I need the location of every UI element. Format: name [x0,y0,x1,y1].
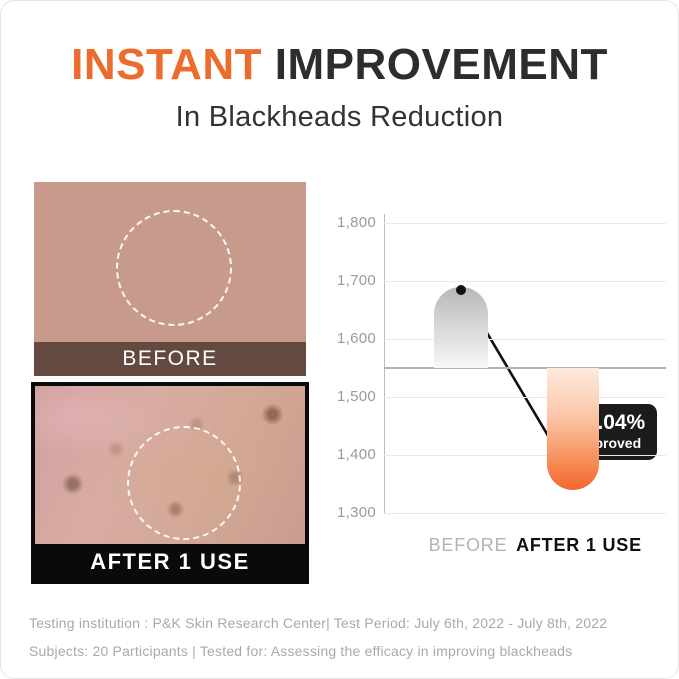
y-tick-label: 1,800 [336,214,376,231]
page-subtitle: In Blackheads Reduction [175,101,504,133]
baseline [384,367,666,369]
y-tick-label: 1,300 [336,504,376,521]
data-point-dot [456,284,466,295]
gridline [384,513,666,514]
y-axis-line [384,214,385,514]
page-title-rest: IMPROVEMENT [262,40,608,89]
bar-before [434,286,488,368]
focus-circle-before [116,210,232,326]
gridline [384,397,666,398]
gridline [384,339,666,340]
before-label: BEFORE [122,347,218,370]
after-label-band: AFTER 1 USE [35,544,305,580]
gridline [384,281,666,282]
y-tick-label: 1,500 [336,388,376,405]
chart: 18.04% Improved BEFORE AFTER 1 USE 1,800… [331,206,678,571]
page-title: INSTANT IMPROVEMENT [1,43,678,87]
before-photo: BEFORE [34,182,306,376]
after-label: AFTER 1 USE [90,549,250,574]
bar-after [547,368,599,490]
x-label-after: AFTER 1 USE [516,535,642,555]
footer-line-1: Testing institution : P&K Skin Research … [29,615,608,631]
after-photo [35,386,305,544]
after-photo-frame: AFTER 1 USE [31,382,309,584]
gridline [384,455,666,456]
footer-line-2: Subjects: 20 Participants | Tested for: … [29,643,573,659]
x-label-before: BEFORE [428,535,508,555]
gridline [384,223,666,224]
y-tick-label: 1,600 [336,330,376,347]
focus-circle-after [127,426,241,540]
y-tick-label: 1,400 [336,446,376,463]
page-title-highlight: INSTANT [71,40,263,89]
footer-disclaimer: Testing institution : P&K Skin Research … [29,609,649,665]
y-tick-label: 1,700 [336,272,376,289]
before-label-band: BEFORE [34,342,306,376]
